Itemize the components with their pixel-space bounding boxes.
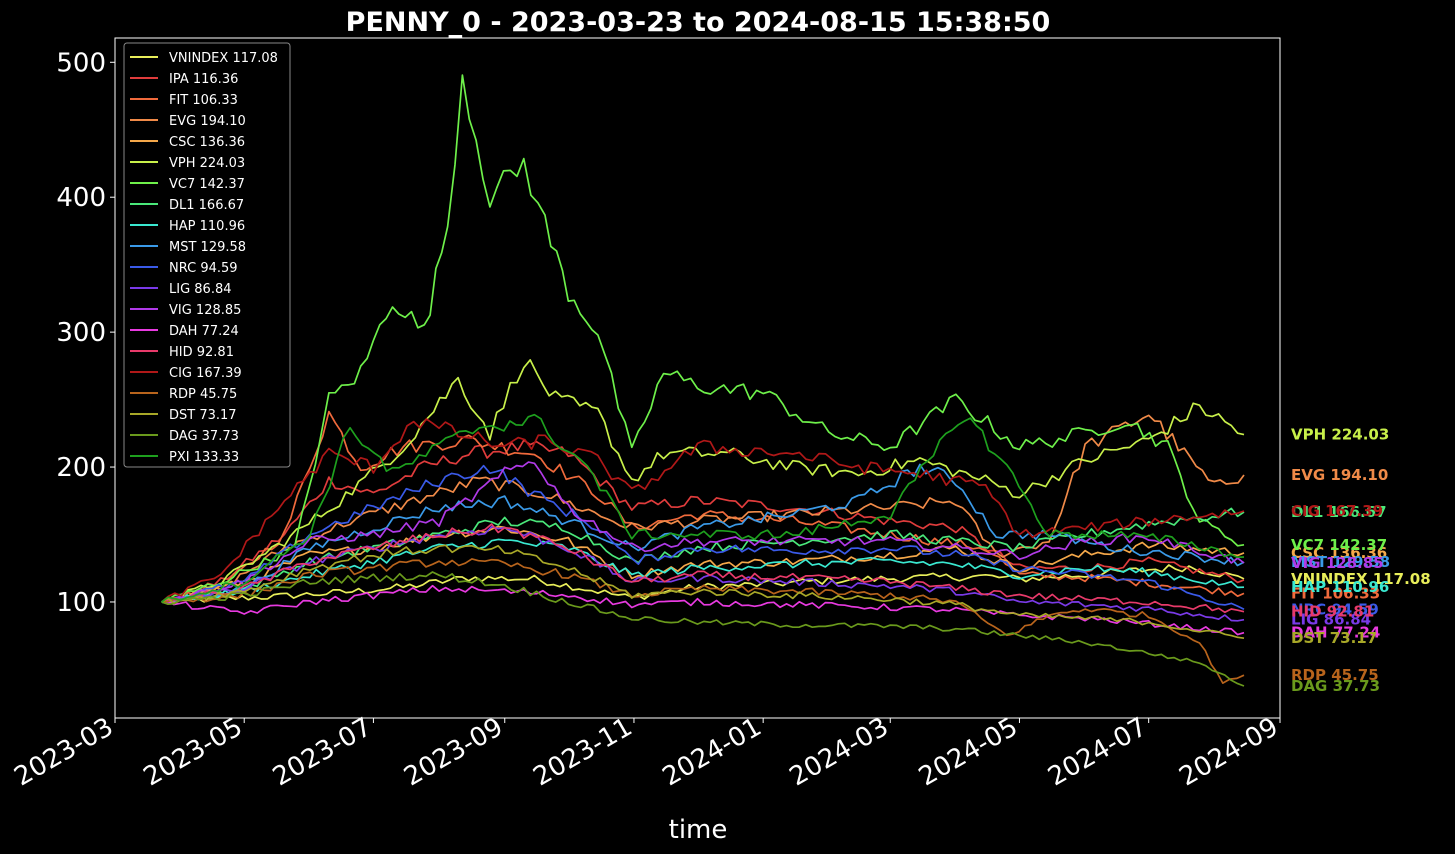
end-label-dah: DAH 77.24 (1291, 624, 1380, 642)
end-label-mst: MST 129.58 (1291, 553, 1390, 571)
legend-entry-evg: EVG 194.10 (169, 114, 246, 129)
y-tick-label: 200 (56, 453, 106, 483)
chart-title: PENNY_0 - 2023-03-23 to 2024-08-15 15:38… (346, 7, 1051, 38)
legend-entry-pxi: PXI 133.33 (169, 450, 239, 465)
legend-entry-dah: DAH 77.24 (169, 324, 239, 339)
series-line-hap (161, 538, 1245, 605)
end-label-csc: CSC 136.36 (1291, 544, 1387, 562)
legend-entry-vig: VIG 128.85 (169, 303, 241, 318)
series-line-dag (161, 571, 1245, 687)
legend-entry-nrc: NRC 94.59 (169, 261, 238, 276)
plot-frame (114, 37, 1281, 719)
end-label-dst: DST 73.17 (1291, 629, 1377, 647)
series-line-evg (161, 414, 1245, 603)
plot-area (114, 37, 1281, 719)
legend-entry-fit: FIT 106.33 (169, 93, 238, 108)
series-line-hid (161, 523, 1245, 614)
end-label-nrc: NRC 94.59 (1291, 600, 1379, 618)
legend-entry-rdp: RDP 45.75 (169, 387, 237, 402)
end-label-dag: DAG 37.73 (1291, 677, 1380, 695)
series-line-lig (161, 525, 1245, 622)
end-label-rdp: RDP 45.75 (1291, 666, 1379, 684)
series-line-vc7 (161, 74, 1245, 603)
series-line-rdp (161, 558, 1245, 684)
legend-entry-dst: DST 73.17 (169, 408, 237, 423)
legend: VNINDEX 117.08 IPA 116.36 FIT 106.33 EVG 19… (123, 42, 291, 468)
end-label-fit: FIT 106.33 (1291, 584, 1380, 602)
series-line-fit (161, 410, 1245, 603)
legend-entry-dl1: DL1 166.67 (169, 198, 244, 213)
end-label-cig: CIG 167.39 (1291, 502, 1383, 520)
legend-entry-csc: CSC 136.36 (169, 135, 245, 150)
series-line-vig (161, 461, 1245, 604)
series-line-pxi (161, 413, 1245, 603)
end-label-dl1: DL1 166.67 (1291, 503, 1387, 521)
end-label-vph: VPH 224.03 (1291, 426, 1389, 444)
legend-entry-mst: MST 129.58 (169, 240, 246, 255)
legend-entry-hap: HAP 110.96 (169, 219, 245, 234)
series-line-nrc (161, 464, 1245, 611)
end-label-lig: LIG 86.84 (1291, 611, 1371, 629)
x-axis-label: time (669, 815, 728, 845)
end-label-hap: HAP 110.96 (1291, 578, 1389, 596)
legend-entry-vnindex: VNINDEX 117.08 (169, 51, 278, 66)
legend-entry-cig: CIG 167.39 (169, 366, 242, 381)
y-axis: 100 200 300 400 500 (56, 48, 115, 618)
end-label-vc7: VC7 142.37 (1291, 536, 1387, 554)
series-line-csc (161, 525, 1245, 605)
series-line-ipa (161, 439, 1245, 603)
end-label-hid: HID 92.81 (1291, 603, 1374, 621)
legend-entry-dag: DAG 37.73 (169, 429, 239, 444)
series-line-vph (161, 359, 1245, 604)
end-label-vnindex: VNINDEX 117.08 (1291, 570, 1431, 588)
y-tick-label: 300 (56, 318, 106, 348)
legend-entry-hid: HID 92.81 (169, 345, 234, 360)
legend-box (123, 42, 291, 468)
legend-entry-vph: VPH 224.03 (169, 156, 245, 171)
series-line-dst (161, 544, 1245, 640)
legend-entry-lig: LIG 86.84 (169, 282, 232, 297)
legend-entry-vc7: VC7 142.37 (169, 177, 245, 192)
y-tick-label: 100 (56, 588, 106, 618)
series-line-cig (161, 418, 1245, 603)
y-tick-label: 400 (56, 183, 106, 213)
end-label-evg: EVG 194.10 (1291, 466, 1388, 484)
legend-entry-ipa: IPA 116.36 (169, 72, 238, 87)
y-tick-label: 500 (56, 48, 106, 78)
end-label-vig: VIG 128.85 (1291, 554, 1384, 572)
